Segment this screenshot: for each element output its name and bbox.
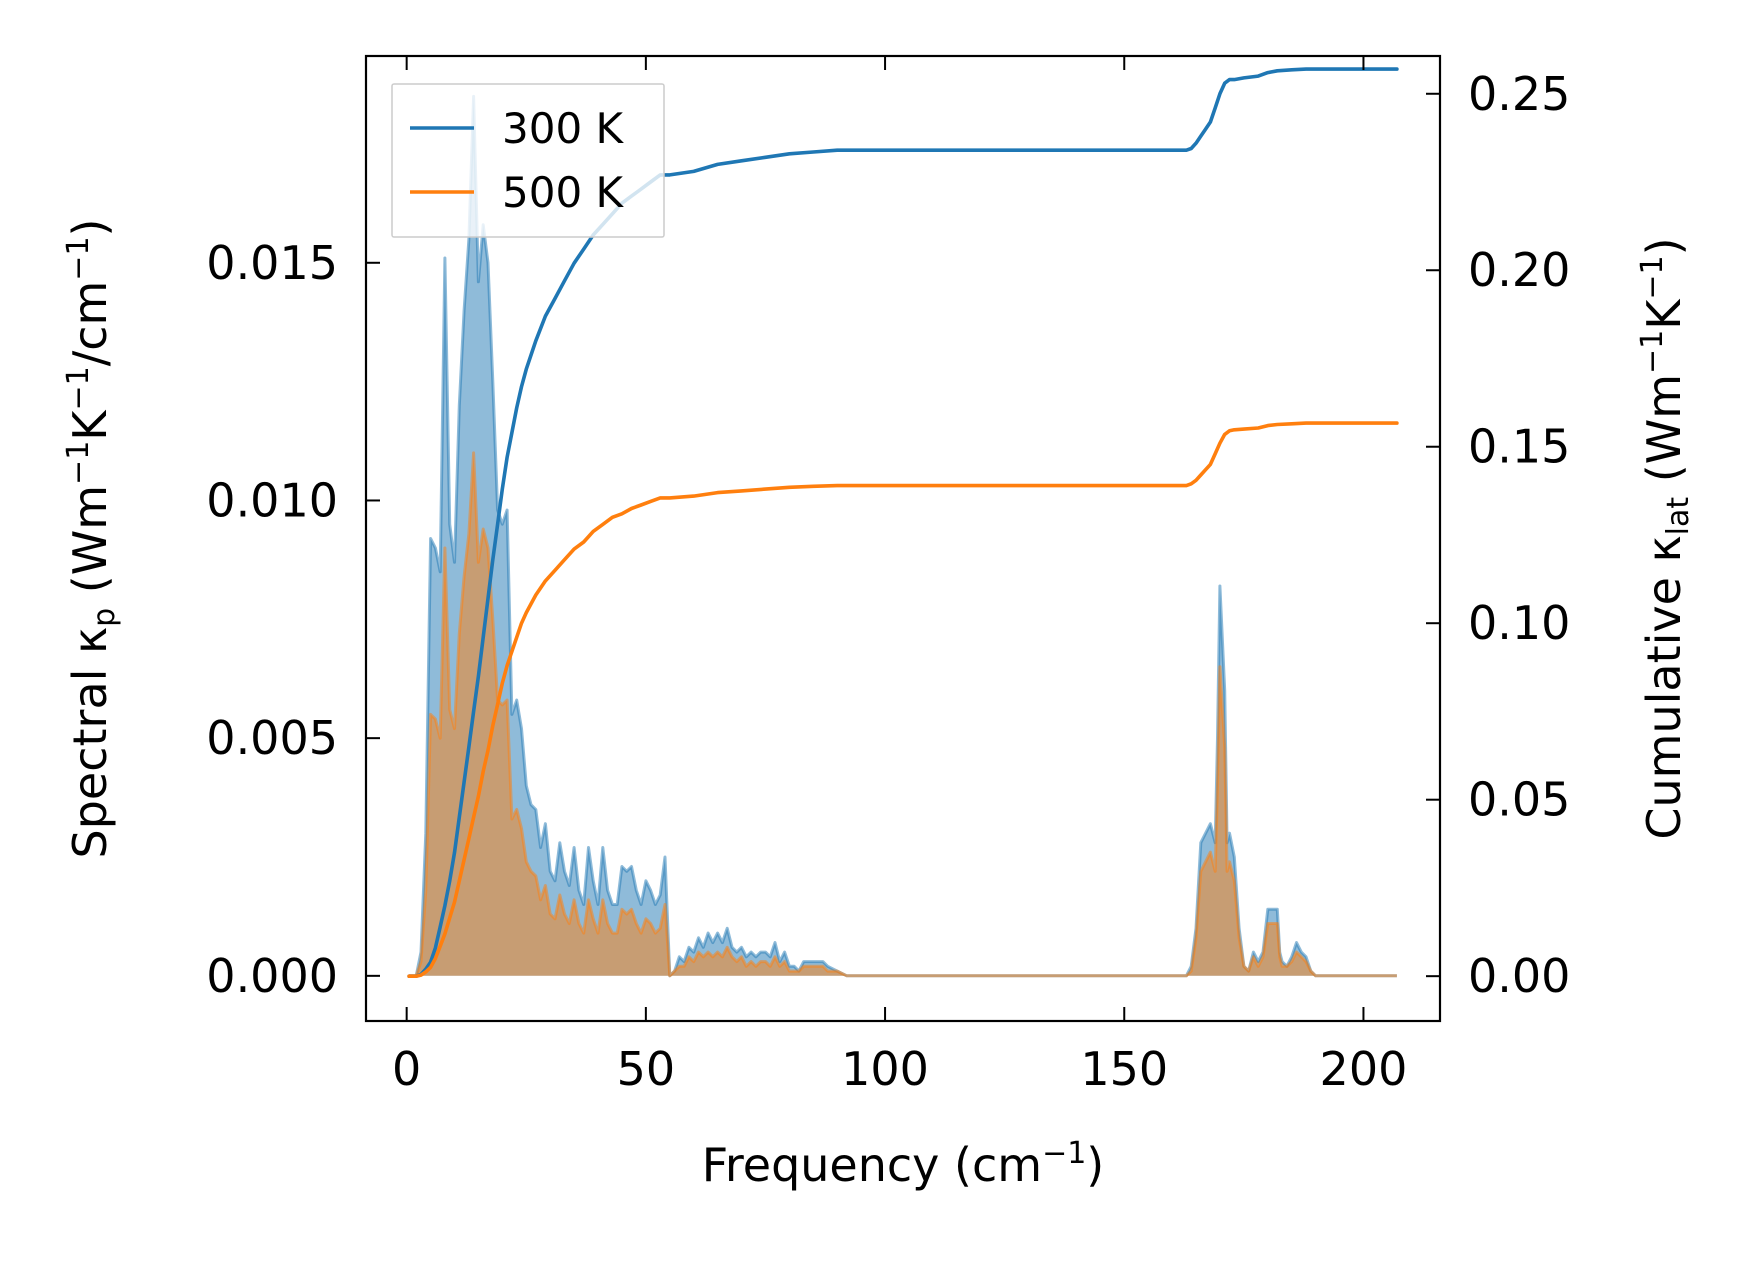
cumulative-line-1 <box>407 421 1399 979</box>
x-axis-label-superscript: −1 <box>1042 1136 1086 1171</box>
axis-label-part: ) <box>1637 237 1691 255</box>
axis-label-part: (Wm <box>1637 374 1691 497</box>
x-tick-label: 0 <box>392 1042 421 1096</box>
left-y-tick-label: 0.015 <box>206 236 338 290</box>
x-axis-label-end: ) <box>1086 1138 1104 1192</box>
left-y-tick-label: 0.005 <box>206 711 338 765</box>
axis-label-part: −1 <box>1635 330 1670 374</box>
spectral-fills <box>409 94 1397 978</box>
axis-label-part: −1 <box>61 236 96 280</box>
right-y-tick-label: 0.05 <box>1468 773 1570 827</box>
plot-frame <box>364 54 1442 1023</box>
axis-label-part: Spectral κ <box>63 627 117 859</box>
axis-label-part: lat <box>1661 497 1696 536</box>
x-tick-label: 200 <box>1320 1042 1408 1096</box>
axis-label-part: K <box>63 409 117 441</box>
axis-ticks <box>366 56 1440 1021</box>
left-y-tick-label: 0.010 <box>206 473 338 527</box>
axis-label-part: −1 <box>61 441 96 485</box>
spectral-fill-1 <box>409 452 1397 976</box>
right-y-tick-label: 0.15 <box>1468 420 1570 474</box>
legend-label-0: 300 K <box>502 104 625 153</box>
axis-label-part: /cm <box>63 281 117 367</box>
x-tick-label: 100 <box>841 1042 929 1096</box>
right-y-axis-label: Cumulative κlat (Wm−1K−1) <box>1635 237 1696 839</box>
spectral-outline-0 <box>409 94 1397 978</box>
axis-label-part: Cumulative κ <box>1637 535 1691 839</box>
x-tick-label: 50 <box>617 1042 676 1096</box>
right-y-tick-label: 0.00 <box>1468 949 1570 1003</box>
legend-box <box>391 83 665 238</box>
right-y-tick-label: 0.25 <box>1468 67 1570 121</box>
x-tick-label: 150 <box>1080 1042 1168 1096</box>
left-y-axis-label: Spectral κp (Wm−1K−1/cm−1) <box>61 219 122 859</box>
axis-label-part: (Wm <box>63 485 117 608</box>
axis-label-part: ) <box>63 219 117 237</box>
axis-label-part: −1 <box>1635 255 1670 299</box>
legend: 300 K 500 K <box>391 83 665 238</box>
axis-label-part: −1 <box>61 366 96 410</box>
axis-tick-labels: 0 50 100 150 200 0.000 0.005 0.010 0.015 0.00 0.05… <box>206 67 1570 1096</box>
axis-label-part: p <box>87 608 122 627</box>
right-y-tick-label: 0.20 <box>1468 243 1570 297</box>
left-y-tick-label: 0.000 <box>206 949 338 1003</box>
x-axis-label: Frequency (cm−1) <box>702 1136 1105 1192</box>
legend-label-1: 500 K <box>502 168 625 217</box>
axis-label-part: K <box>1637 298 1691 330</box>
right-y-tick-label: 0.10 <box>1468 596 1570 650</box>
spectral-outline-1 <box>409 451 1397 978</box>
